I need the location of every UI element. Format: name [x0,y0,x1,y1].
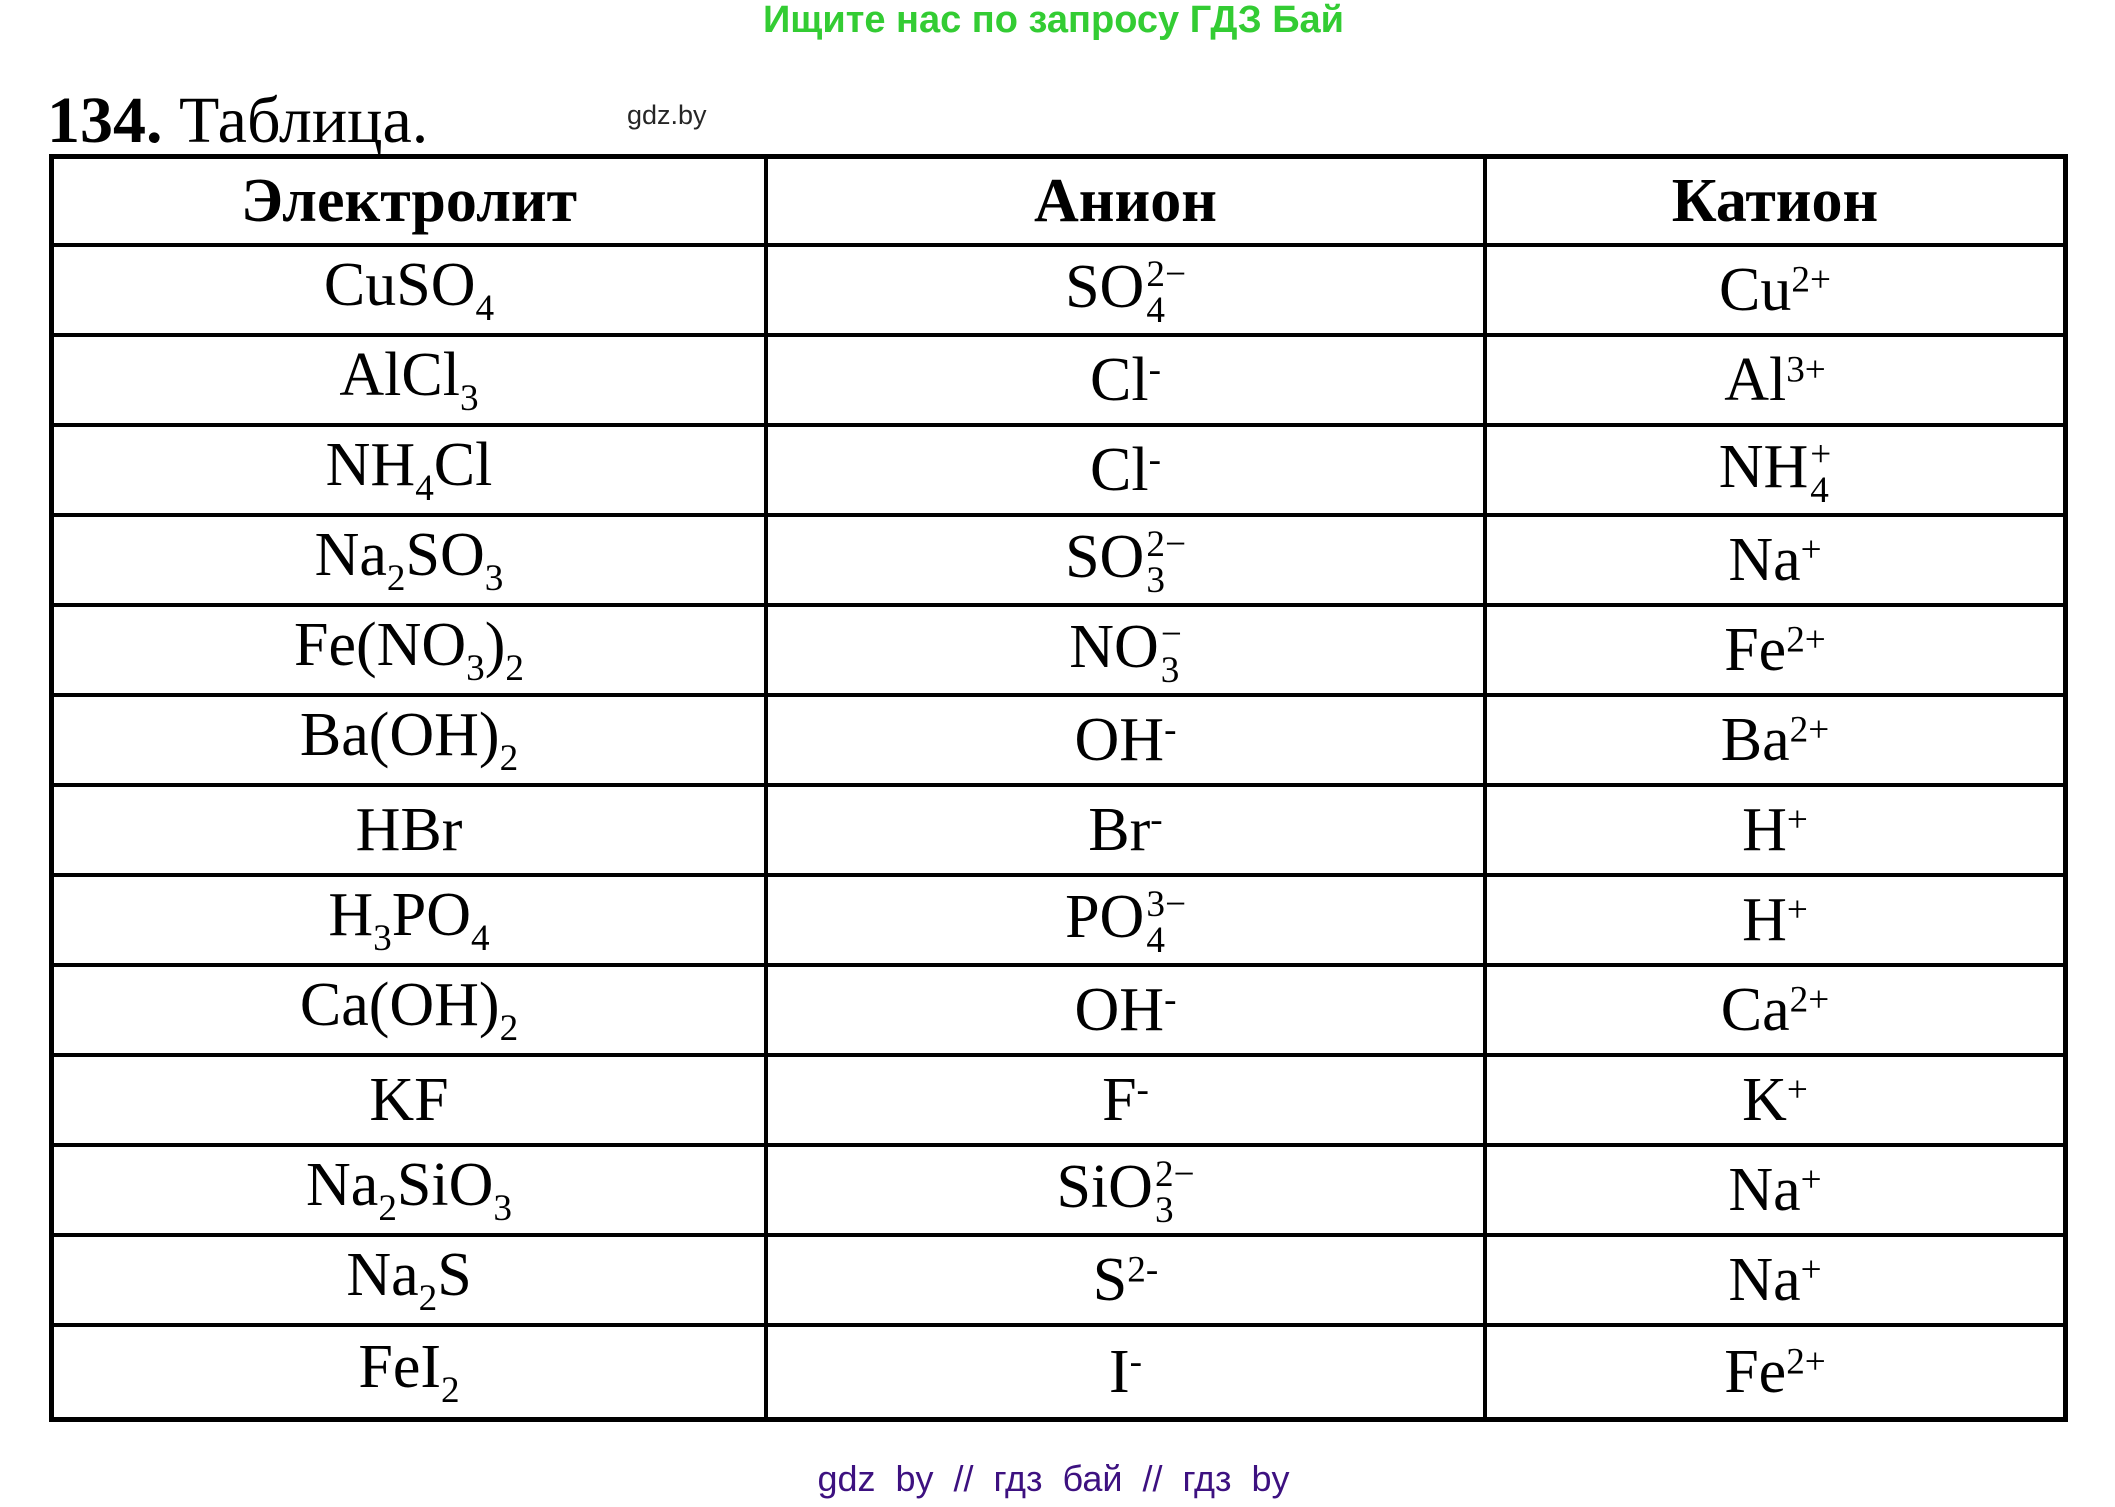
anion-cell: SO 2− 4 [768,247,1487,337]
cation-formula: NH +4 [1718,432,1832,511]
cation-formula: Fe2+ [1724,1337,1826,1406]
electrolyte-formula: H3PO4 [328,881,490,959]
anion-formula: SO 2− 3 [1065,522,1186,601]
electrolyte-cell: Fe(NO3)2 [54,607,768,697]
anion-formula: OH- [1074,975,1177,1044]
anion-formula: Br- [1088,795,1163,864]
anion-formula: S2- [1092,1245,1159,1314]
cation-formula: Na+ [1728,525,1822,594]
electrolyte-formula: Ba(OH)2 [299,701,519,779]
cation-formula: Cu2+ [1719,255,1831,324]
title-label: Таблица. [179,84,429,157]
electrolyte-cell: FeI2 [54,1327,768,1417]
header-electrolyte: Электролит [54,159,768,247]
anion-cell: SO 2− 3 [768,517,1487,607]
anion-formula: SO 2− 4 [1065,252,1186,331]
electrolyte-cell: H3PO4 [54,877,768,967]
electrolytes-table: Электролит Анион Катион CuSO4 SO 2− 4 Cu2+ Al… [49,154,2068,1422]
cation-formula: Al3+ [1724,345,1826,414]
electrolyte-cell: Na2S [54,1237,768,1327]
cation-formula: H+ [1742,885,1808,954]
cation-formula: K+ [1742,1065,1808,1134]
anion-formula: Cl- [1090,345,1161,414]
electrolyte-cell: AlCl3 [54,337,768,427]
page-title: 134. Таблица. [47,86,428,156]
anion-formula: NO −3 [1069,612,1182,691]
electrolyte-cell: KF [54,1057,768,1147]
anion-cell: Cl- [768,337,1487,427]
cation-formula: Fe2+ [1724,615,1826,684]
anion-cell: PO 3− 4 [768,877,1487,967]
cation-cell: Al3+ [1487,337,2063,427]
header-cation: Катион [1487,159,2063,247]
anion-cell: Cl- [768,427,1487,517]
electrolyte-formula: Na2S [346,1241,472,1319]
cation-cell: Na+ [1487,1147,2063,1237]
cation-formula: Na+ [1728,1245,1822,1314]
anion-formula: SiO 2− 3 [1056,1152,1195,1231]
anion-formula: OH- [1074,705,1177,774]
electrolyte-cell: Na2SiO3 [54,1147,768,1237]
electrolyte-formula: Fe(NO3)2 [293,611,525,689]
gdz-watermark: gdz.by [627,100,707,130]
electrolyte-formula: Na2SO3 [314,521,504,599]
cation-cell: Ca2+ [1487,967,2063,1057]
electrolyte-formula: KF [369,1065,449,1134]
electrolyte-cell: CuSO4 [54,247,768,337]
electrolyte-formula: NH4Cl [325,431,493,509]
promo-banner: Ищите нас по запросу ГДЗ Бай [762,0,1345,41]
electrolyte-cell: Ca(OH)2 [54,967,768,1057]
cation-formula: Ca2+ [1720,975,1830,1044]
footer-text: gdz by // гдз бай // гдз by [817,1458,1290,1499]
electrolyte-formula: CuSO4 [323,251,495,329]
electrolyte-cell: HBr [54,787,768,877]
cation-cell: K+ [1487,1057,2063,1147]
cation-cell: Na+ [1487,517,2063,607]
electrolyte-formula: Na2SiO3 [306,1151,512,1229]
electrolyte-formula: Ca(OH)2 [299,971,519,1049]
electrolyte-cell: NH4Cl [54,427,768,517]
anion-cell: S2- [768,1237,1487,1327]
anion-cell: NO −3 [768,607,1487,697]
cation-cell: Na+ [1487,1237,2063,1327]
anion-cell: OH- [768,967,1487,1057]
cation-formula: Ba2+ [1720,705,1830,774]
cation-cell: H+ [1487,877,2063,967]
electrolyte-cell: Ba(OH)2 [54,697,768,787]
cation-cell: H+ [1487,787,2063,877]
anion-formula: PO 3− 4 [1065,882,1186,961]
anion-cell: SiO 2− 3 [768,1147,1487,1237]
anion-formula: Cl- [1090,435,1161,504]
header-anion: Анион [768,159,1487,247]
anion-cell: OH- [768,697,1487,787]
cation-cell: Ba2+ [1487,697,2063,787]
cation-cell: Fe2+ [1487,1327,2063,1417]
exercise-number: 134. [47,84,163,157]
cation-cell: NH +4 [1487,427,2063,517]
anion-cell: Br- [768,787,1487,877]
anion-cell: I- [768,1327,1487,1417]
anion-cell: F- [768,1057,1487,1147]
electrolyte-formula: FeI2 [358,1333,460,1411]
electrolyte-formula: AlCl3 [339,341,479,419]
electrolyte-cell: Na2SO3 [54,517,768,607]
electrolyte-formula: HBr [355,795,463,864]
anion-formula: I- [1108,1337,1143,1406]
anion-formula: F- [1102,1065,1149,1134]
cation-cell: Cu2+ [1487,247,2063,337]
cation-formula: H+ [1742,795,1808,864]
cation-cell: Fe2+ [1487,607,2063,697]
cation-formula: Na+ [1728,1155,1822,1224]
